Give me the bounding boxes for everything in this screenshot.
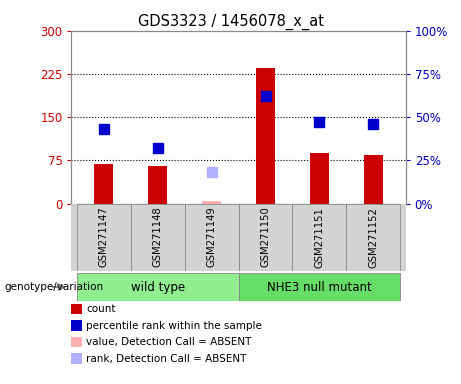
Bar (256, 68, 275, 204)
Bar (239, 204, 292, 271)
Text: rank, Detection Call = ABSENT: rank, Detection Call = ABSENT (86, 354, 247, 364)
Text: percentile rank within the sample: percentile rank within the sample (86, 321, 262, 331)
Text: genotype/variation: genotype/variation (5, 282, 104, 292)
Text: GSM271148: GSM271148 (153, 207, 163, 267)
Text: value, Detection Call = ABSENT: value, Detection Call = ABSENT (86, 337, 252, 347)
Text: GDS3323 / 1456078_x_at: GDS3323 / 1456078_x_at (137, 13, 324, 30)
Bar (95, 164, 113, 204)
Bar (148, 166, 167, 204)
Text: GSM271147: GSM271147 (99, 207, 109, 268)
Bar (346, 204, 400, 271)
Bar (310, 153, 329, 204)
Bar (364, 155, 383, 204)
Bar (185, 204, 239, 271)
Bar (131, 204, 185, 271)
Text: count: count (86, 304, 116, 314)
Text: GSM271149: GSM271149 (207, 207, 217, 268)
Text: wild type: wild type (130, 281, 185, 293)
Bar (292, 204, 346, 271)
Bar (77, 204, 131, 271)
Text: NHE3 null mutant: NHE3 null mutant (267, 281, 372, 293)
Text: GSM271150: GSM271150 (260, 207, 271, 268)
Bar (239, 273, 400, 301)
Text: GSM271151: GSM271151 (314, 207, 325, 268)
Bar (202, 201, 221, 204)
Bar (77, 273, 239, 301)
Text: GSM271152: GSM271152 (368, 207, 378, 268)
